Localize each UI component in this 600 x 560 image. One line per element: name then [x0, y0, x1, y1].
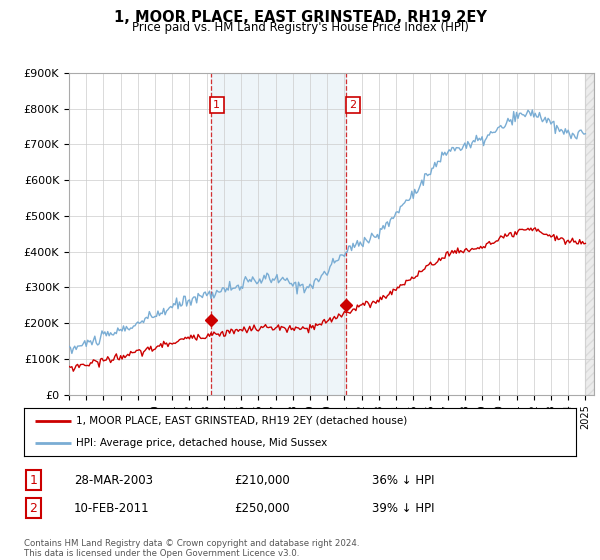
Text: £210,000: £210,000 — [234, 474, 290, 487]
Text: 1, MOOR PLACE, EAST GRINSTEAD, RH19 2EY (detached house): 1, MOOR PLACE, EAST GRINSTEAD, RH19 2EY … — [76, 416, 407, 426]
Text: 28-MAR-2003: 28-MAR-2003 — [74, 474, 152, 487]
Text: 1: 1 — [213, 100, 220, 110]
Text: 10-FEB-2011: 10-FEB-2011 — [74, 502, 149, 515]
Text: 36% ↓ HPI: 36% ↓ HPI — [372, 474, 434, 487]
Text: HPI: Average price, detached house, Mid Sussex: HPI: Average price, detached house, Mid … — [76, 438, 328, 448]
Text: 2: 2 — [349, 100, 356, 110]
Text: Contains HM Land Registry data © Crown copyright and database right 2024.
This d: Contains HM Land Registry data © Crown c… — [24, 539, 359, 558]
Text: 2: 2 — [29, 502, 37, 515]
Bar — [211, 73, 346, 395]
Text: 1: 1 — [29, 474, 37, 487]
Text: £250,000: £250,000 — [234, 502, 289, 515]
Text: Price paid vs. HM Land Registry's House Price Index (HPI): Price paid vs. HM Land Registry's House … — [131, 21, 469, 34]
Bar — [586, 73, 594, 395]
Text: 1, MOOR PLACE, EAST GRINSTEAD, RH19 2EY: 1, MOOR PLACE, EAST GRINSTEAD, RH19 2EY — [113, 10, 487, 25]
Text: 39% ↓ HPI: 39% ↓ HPI — [372, 502, 434, 515]
